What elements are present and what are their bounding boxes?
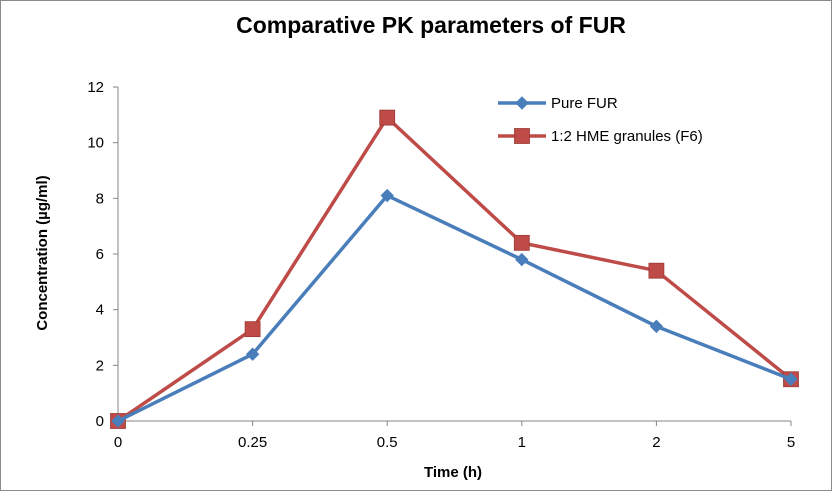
legend-label: Pure FUR [551, 95, 618, 112]
y-tick-label: 10 [87, 135, 104, 152]
data-point [111, 414, 125, 428]
axes [113, 86, 792, 426]
legend-marker [514, 128, 530, 144]
data-point [379, 109, 396, 126]
x-axis-label: Time (h) [424, 464, 482, 481]
y-tick-label: 2 [96, 357, 104, 374]
y-tick-label: 4 [96, 302, 104, 319]
series-hme-granules-f6 [110, 109, 799, 429]
chart-title: Comparative PK parameters of FUR [236, 12, 626, 38]
y-tick-label: 6 [96, 246, 104, 263]
x-tick-label: 5 [787, 434, 795, 451]
data-point [245, 347, 260, 361]
legend-label: 1:2 HME granules (F6) [551, 128, 703, 145]
legend: Pure FUR 1:2 HME granules (F6) [498, 95, 703, 145]
data-point [244, 321, 261, 338]
y-axis-label: Concentration (µg/ml) [34, 175, 51, 330]
x-tick-label: 1 [518, 434, 526, 451]
series-line [117, 193, 792, 423]
x-tick-label: 0.5 [377, 434, 398, 451]
data-point [649, 319, 664, 334]
y-tick-label: 8 [96, 190, 104, 207]
series-pure-fur [111, 188, 798, 428]
y-tick-label: 12 [87, 79, 104, 96]
data-point [513, 234, 530, 251]
y-tick-label: 0 [96, 413, 104, 430]
data-point [648, 262, 665, 279]
legend-marker [515, 96, 529, 110]
x-tick-label: 0 [114, 434, 122, 451]
series-line [117, 115, 793, 423]
data-point [515, 252, 529, 267]
series-layer [110, 109, 799, 429]
data-point [784, 372, 798, 386]
x-tick-label: 0.25 [238, 434, 267, 451]
data-point [380, 188, 394, 203]
x-tick-label: 2 [652, 434, 660, 451]
